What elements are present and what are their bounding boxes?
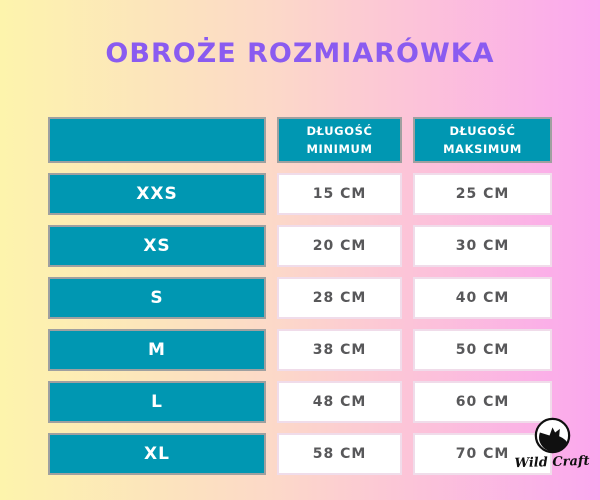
max-value-l: 60 CM [413, 381, 552, 423]
size-label-l: L [48, 381, 266, 423]
size-label-xl: XL [48, 433, 266, 475]
min-value-l: 48 CM [277, 381, 402, 423]
min-value-s: 28 CM [277, 277, 402, 319]
brand-name: Wild Craft [514, 453, 590, 472]
header-max-line2: MAKSIMUM [443, 142, 522, 156]
brand-logo: Wild Craft [512, 417, 592, 472]
header-length-maximum: DŁUGOŚĆ MAKSIMUM [413, 117, 552, 163]
min-value-xl: 58 CM [277, 433, 402, 475]
header-corner-cell [48, 117, 266, 163]
header-length-minimum: DŁUGOŚĆ MINIMUM [277, 117, 402, 163]
max-value-s: 40 CM [413, 277, 552, 319]
max-value-xxs: 25 CM [413, 173, 552, 215]
max-value-m: 50 CM [413, 329, 552, 371]
size-label-xs: XS [48, 225, 266, 267]
min-value-xxs: 15 CM [277, 173, 402, 215]
header-max-line1: DŁUGOŚĆ [449, 123, 516, 138]
size-label-xxs: XXS [48, 173, 266, 215]
max-value-xs: 30 CM [413, 225, 552, 267]
wolf-howling-icon [534, 417, 570, 454]
header-min-line2: MINIMUM [306, 142, 373, 156]
header-min-line1: DŁUGOŚĆ [306, 123, 373, 138]
size-label-s: S [48, 277, 266, 319]
min-value-xs: 20 CM [277, 225, 402, 267]
max-value-xl: 70 CM [413, 433, 552, 475]
size-chart-table: DŁUGOŚĆ MINIMUM DŁUGOŚĆ MAKSIMUM XXS 15 … [48, 117, 552, 475]
size-label-m: M [48, 329, 266, 371]
min-value-m: 38 CM [277, 329, 402, 371]
page-title: OBROŻE ROZMIARÓWKA [105, 38, 495, 69]
